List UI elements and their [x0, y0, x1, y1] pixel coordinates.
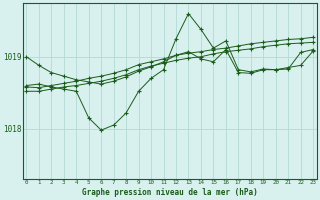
X-axis label: Graphe pression niveau de la mer (hPa): Graphe pression niveau de la mer (hPa) [82, 188, 258, 197]
